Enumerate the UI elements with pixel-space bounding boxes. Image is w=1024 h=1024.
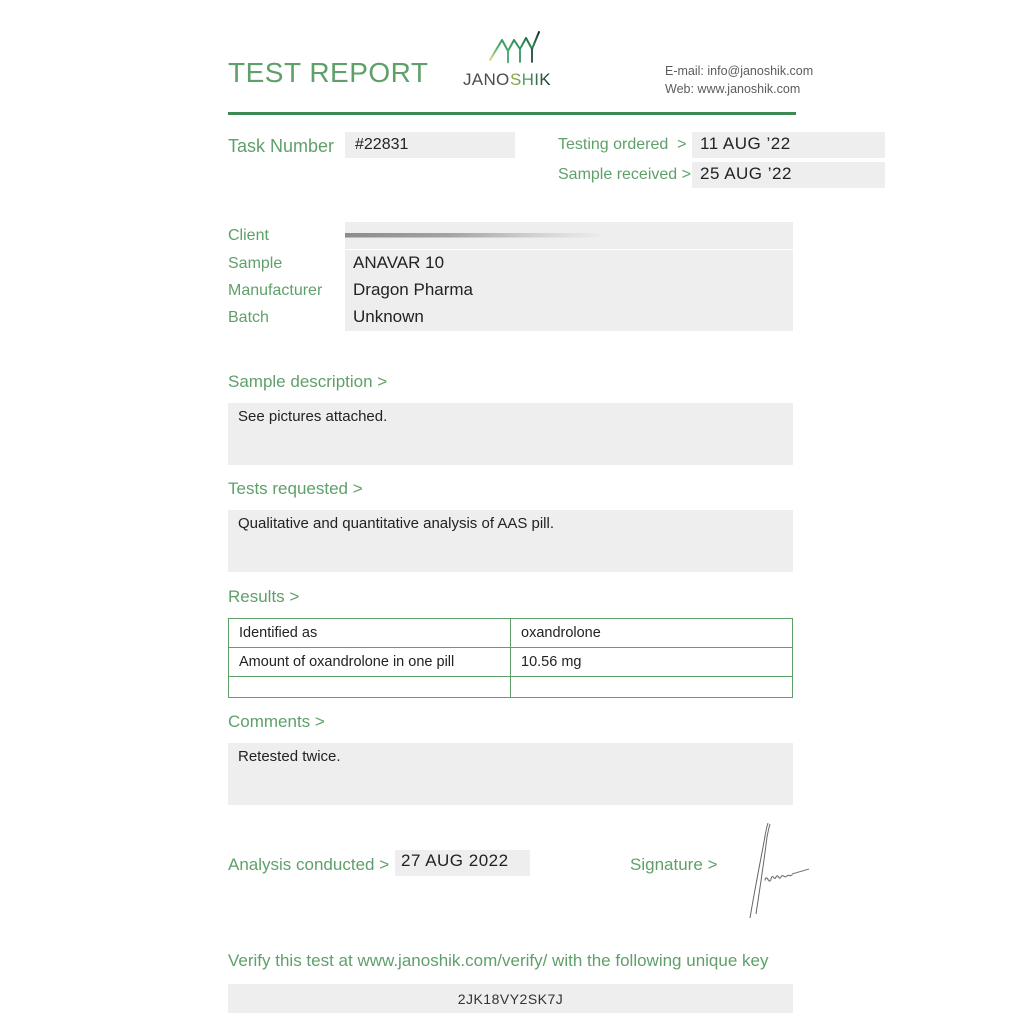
svg-text:JANO: JANO bbox=[463, 70, 510, 89]
svg-text:SHIK: SHIK bbox=[510, 70, 551, 89]
